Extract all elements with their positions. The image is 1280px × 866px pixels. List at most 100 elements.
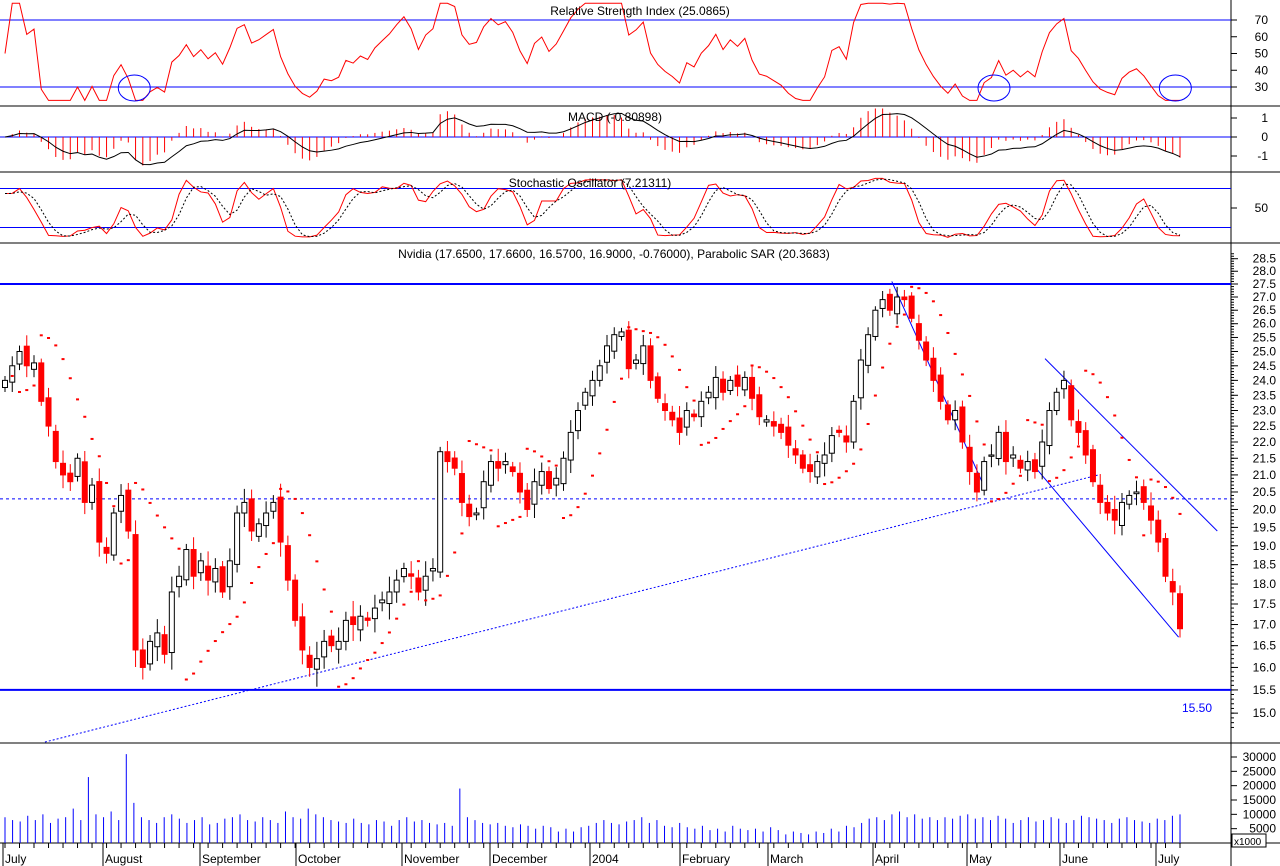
price-panel: 15.0 15.5 16.0 16.5 17.0 17.5 18.0 18.5 19.0 19.5…	[0, 252, 1277, 743]
candle-body	[299, 616, 306, 651]
candle-body	[9, 365, 16, 383]
sar-dot	[1047, 480, 1051, 483]
price-tick-label: 25.5	[1253, 330, 1277, 344]
sar-dot	[902, 313, 906, 316]
trendline	[1035, 467, 1179, 638]
sar-dot	[1018, 474, 1022, 477]
volume-unit-box	[1231, 833, 1267, 848]
candle-body	[371, 607, 378, 620]
sar-dot	[888, 342, 892, 345]
sar-dot	[10, 374, 14, 377]
candle-body	[1162, 538, 1169, 577]
candle-body	[379, 599, 386, 604]
candle-body	[908, 295, 915, 319]
sar-dot	[794, 410, 798, 413]
sar-dot	[707, 441, 711, 444]
candle-body	[611, 334, 618, 352]
stochastic-tick-label: 50	[1255, 201, 1269, 215]
price-tick-label: 24.5	[1253, 359, 1277, 373]
candle-body	[487, 461, 494, 486]
sar-dot	[1040, 423, 1044, 426]
candle-body	[161, 634, 168, 655]
sar-dot	[939, 314, 943, 317]
price-title: Nvidia (17.6500, 17.6600, 16.5700, 16.90…	[398, 247, 830, 261]
candle-body	[96, 481, 103, 543]
candle-body	[480, 481, 487, 509]
rsi-tick-label: 30	[1255, 80, 1269, 94]
candle-body	[357, 615, 364, 631]
sar-dot	[895, 325, 899, 328]
support-level-label: 15.50	[1182, 701, 1212, 715]
sar-dot	[1004, 491, 1008, 494]
candle-body	[306, 654, 313, 668]
candle-body	[292, 579, 299, 621]
sar-dot	[1105, 396, 1109, 399]
sar-dot	[453, 551, 457, 554]
candle-body	[1060, 379, 1067, 390]
price-tick-label: 22.5	[1253, 419, 1277, 433]
sar-dot	[148, 501, 152, 504]
sar-dot	[1062, 469, 1066, 472]
volume-tick-label: 20000	[1243, 779, 1277, 793]
sar-dot	[409, 590, 413, 593]
candle-body	[821, 454, 828, 464]
sar-dot	[997, 497, 1001, 500]
sar-dot	[982, 443, 986, 446]
candle-body	[147, 640, 154, 665]
price-tick-label: 27.5	[1253, 277, 1277, 291]
sar-dot	[1120, 436, 1124, 439]
month-label: August	[105, 852, 143, 866]
sar-dot	[39, 334, 43, 337]
sar-dot	[257, 566, 261, 569]
candle-body	[763, 419, 770, 423]
candle-body	[1118, 501, 1125, 526]
x-axis: July August September October November Decemb…	[2, 843, 1181, 866]
sar-dot	[656, 336, 660, 339]
sar-dot	[750, 364, 754, 367]
candle-body	[190, 549, 197, 577]
candle-body	[973, 472, 980, 493]
sar-dot	[569, 514, 573, 517]
candle-body	[219, 566, 226, 593]
candle-body	[400, 567, 407, 578]
rsi-highlight-circle	[1158, 74, 1192, 102]
sar-dot	[1011, 482, 1015, 485]
sar-dot	[598, 452, 602, 455]
sar-dot	[779, 386, 783, 389]
volume-tick-label: 25000	[1243, 764, 1277, 778]
stochastic-k-line	[4, 177, 1181, 238]
sar-dot	[1163, 486, 1167, 489]
candle-body	[52, 430, 59, 463]
volume-unit-label: x1000	[1234, 837, 1262, 848]
candle-body	[836, 429, 843, 433]
candle-body	[81, 461, 88, 503]
price-tick-label: 20.0	[1253, 502, 1277, 516]
candle-body	[263, 512, 270, 527]
sar-dot	[721, 427, 725, 430]
candle-body	[553, 477, 560, 486]
candle-body	[1104, 501, 1111, 514]
price-tick-label: 23.0	[1253, 404, 1277, 418]
sar-dot	[83, 415, 87, 418]
candle-body	[516, 472, 523, 493]
sar-dot	[620, 377, 624, 380]
sar-dot	[235, 615, 239, 618]
price-tick-label: 24.0	[1253, 373, 1277, 387]
sar-dot	[844, 470, 848, 473]
candle-body	[814, 461, 821, 478]
sar-dot	[511, 518, 515, 521]
trendline	[44, 474, 1099, 743]
sar-dot	[315, 560, 319, 563]
sar-dot	[946, 331, 950, 334]
price-tick-label: 19.0	[1253, 539, 1277, 553]
candle-body	[393, 579, 400, 593]
sar-dot	[503, 522, 507, 525]
sar-dot	[387, 631, 391, 634]
sar-dot	[90, 437, 94, 440]
candle-body	[1097, 484, 1104, 503]
candle-body	[1046, 410, 1053, 447]
month-label: December	[492, 852, 547, 866]
candle-body	[429, 567, 436, 572]
sar-dot	[76, 398, 80, 401]
